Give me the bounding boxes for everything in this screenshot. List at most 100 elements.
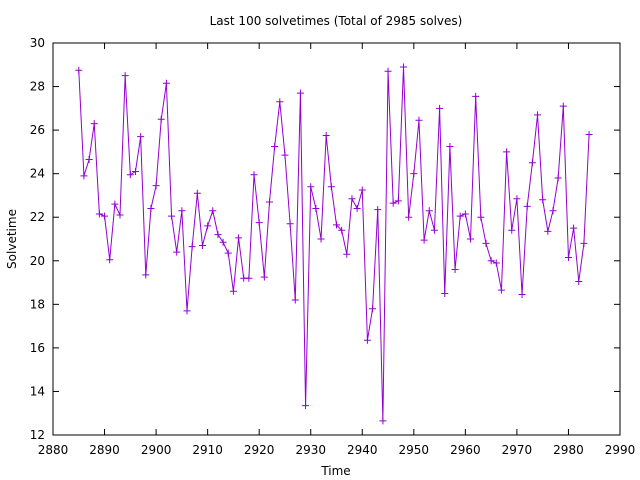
data-point [456, 212, 464, 220]
data-point [106, 256, 114, 264]
y-tick-label: 12 [30, 428, 45, 442]
data-point [338, 226, 346, 234]
data-point [492, 259, 500, 267]
data-point [446, 142, 454, 150]
x-tick-label: 2970 [502, 443, 533, 457]
data-point [276, 98, 284, 106]
data-point [291, 296, 299, 304]
data-point [245, 274, 253, 282]
y-tick-label: 20 [30, 254, 45, 268]
data-point [513, 195, 521, 203]
data-point [209, 207, 217, 215]
data-point [250, 171, 258, 179]
data-point [142, 271, 150, 279]
data-point [183, 307, 191, 315]
data-point [80, 172, 88, 180]
data-point [518, 291, 526, 299]
data-point [178, 207, 186, 215]
data-point [441, 289, 449, 297]
data-point [90, 120, 98, 128]
data-point [467, 235, 475, 243]
y-tick-label: 14 [30, 384, 45, 398]
data-point [379, 417, 387, 425]
data-point [405, 213, 413, 221]
data-point [101, 212, 109, 220]
data-point [451, 265, 459, 273]
data-point [116, 211, 124, 219]
data-point [327, 183, 335, 191]
data-point [296, 89, 304, 97]
data-point [472, 92, 480, 100]
data-point [204, 222, 212, 230]
data-point [198, 242, 206, 250]
y-tick-label: 16 [30, 341, 45, 355]
data-point [580, 239, 588, 247]
y-tick-label: 28 [30, 80, 45, 94]
x-tick-label: 2900 [141, 443, 172, 457]
data-point [281, 151, 289, 159]
data-point [131, 167, 139, 175]
data-point [528, 159, 536, 167]
data-point [137, 133, 145, 141]
data-point [224, 249, 232, 257]
data-point [286, 220, 294, 228]
x-tick-label: 2930 [295, 443, 326, 457]
data-point [575, 277, 583, 285]
data-point [348, 195, 356, 203]
series-group [75, 63, 593, 425]
data-point [415, 116, 423, 124]
data-point [410, 170, 418, 178]
data-point [188, 243, 196, 251]
data-point [302, 402, 310, 410]
data-point [503, 148, 511, 156]
data-point [147, 205, 155, 213]
axis-ticks: 2880 2890 2900 2910 2920 2930 2940 2950 2960 2970… [30, 36, 636, 457]
data-point [317, 235, 325, 243]
x-axis-label: Time [320, 464, 350, 478]
data-point [420, 236, 428, 244]
y-axis-label: Solvetime [5, 209, 19, 269]
data-point [126, 171, 134, 179]
data-point [358, 186, 366, 194]
data-point [271, 142, 279, 150]
y-tick-label: 24 [30, 167, 45, 181]
data-point [168, 212, 176, 220]
data-point [157, 115, 165, 123]
data-point [539, 196, 547, 204]
data-point [229, 287, 237, 295]
data-point [260, 273, 268, 281]
data-point [389, 199, 397, 207]
plot-frame [52, 42, 621, 436]
x-tick-label: 2890 [89, 443, 120, 457]
data-point [111, 200, 119, 208]
data-point [534, 111, 542, 119]
data-point [559, 102, 567, 110]
data-point [461, 210, 469, 218]
data-point [322, 132, 330, 140]
y-tick-label: 30 [30, 36, 45, 50]
x-tick-label: 2940 [347, 443, 378, 457]
data-point [430, 226, 438, 234]
data-point [214, 231, 222, 239]
data-point [477, 213, 485, 221]
data-point [369, 305, 377, 313]
y-tick-label: 26 [30, 123, 45, 137]
data-point [487, 257, 495, 265]
data-point [353, 205, 361, 213]
data-point [265, 198, 273, 206]
data-point [570, 224, 578, 232]
x-tick-label: 2880 [38, 443, 69, 457]
data-point [343, 250, 351, 258]
data-point [523, 202, 531, 210]
y-tick-label: 18 [30, 297, 45, 311]
series-line [78, 66, 590, 421]
data-point [549, 207, 557, 215]
data-point [544, 227, 552, 235]
x-tick-label: 2980 [553, 443, 584, 457]
data-point [554, 174, 562, 182]
data-point [363, 336, 371, 344]
data-point [219, 238, 227, 246]
data-point [173, 248, 181, 256]
data-point [497, 286, 505, 294]
